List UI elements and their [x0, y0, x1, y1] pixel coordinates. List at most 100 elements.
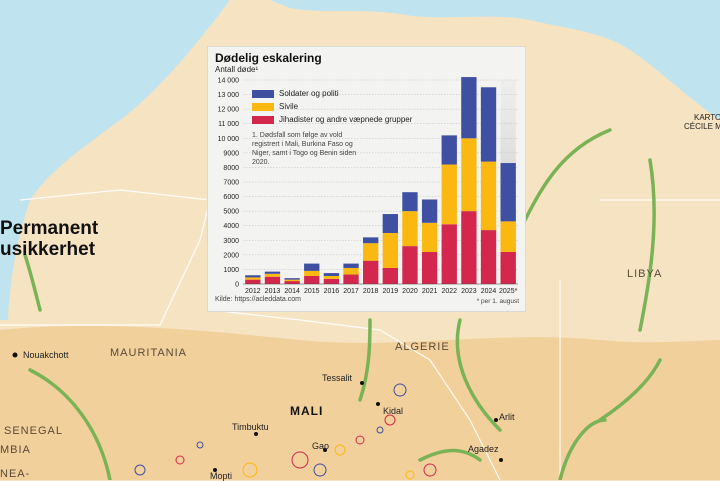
chart-panel: Dødelig eskalering Antall døde¹ 0 1000 200…	[207, 46, 526, 312]
legend-item-jihadister: Jihadister og andre væpnede grupper	[252, 115, 412, 124]
city-timbuktu: Timbuktu	[232, 422, 269, 432]
bar-segment	[382, 267, 398, 284]
x-tick-label: 2022	[441, 288, 457, 295]
bar-segment	[441, 164, 457, 225]
bar-segment	[284, 278, 300, 280]
country-label-senegal: SENEGAL	[4, 425, 63, 437]
bar-segment	[245, 277, 261, 280]
country-label-libya: LIBYA	[627, 268, 663, 280]
bar-segment	[461, 138, 477, 212]
bar-segment	[323, 275, 340, 279]
bar-segment	[480, 161, 497, 231]
bar-segment	[500, 221, 516, 252]
y-tick-label: 1000	[223, 267, 239, 274]
country-label-edge-2: NEA-	[0, 468, 31, 480]
credit-line-2: CÉCILE M	[684, 122, 720, 131]
city-mopti: Mopti	[210, 471, 233, 481]
city-kidal: Kidal	[383, 406, 404, 416]
map-credit: KARTOG CÉCILE M	[684, 113, 720, 131]
x-tick-label: 2015	[304, 288, 320, 295]
x-tick-label: 2019	[383, 288, 399, 295]
country-label-mali: MALI	[290, 404, 324, 418]
x-tick-label: 2025*	[499, 288, 518, 295]
y-tick-label: 7000	[223, 180, 239, 187]
y-tick-label: 9000	[223, 150, 239, 157]
x-tick-label: 2017	[343, 288, 359, 295]
x-tick-label: 2021	[422, 288, 438, 295]
bar-segment	[323, 273, 340, 276]
y-tick-label: 13 000	[218, 92, 240, 99]
city-tessalit: Tessalit	[322, 373, 353, 383]
headline-line-1: Permanent	[0, 218, 99, 239]
country-label-mauritania: MAURITANIA	[110, 347, 188, 359]
x-tick-label: 2012	[245, 288, 261, 295]
legend-item-sivile: Sivile	[252, 102, 298, 111]
map-headline: Permanent usikkerhet	[0, 218, 98, 260]
y-tick-label: 14 000	[218, 78, 240, 85]
bar-segment	[264, 273, 281, 277]
bar-segment	[304, 275, 320, 284]
legend-swatch-jihadister	[252, 115, 274, 124]
bar-segment	[343, 274, 359, 284]
city-agadez: Agadez	[468, 444, 499, 454]
y-tick-label: 6000	[223, 194, 239, 201]
x-tick-label: 2023	[461, 288, 477, 295]
bar-segment	[363, 243, 379, 261]
legend-label-soldater: Soldater og politi	[279, 89, 339, 98]
x-tick-label: 2016	[324, 288, 340, 295]
y-tick-label: 5000	[223, 209, 239, 216]
legend-item-soldater: Soldater og politi	[252, 89, 339, 98]
city-nouakchott: Nouakchott	[23, 350, 69, 360]
y-tick-label: 12 000	[218, 107, 240, 114]
chart-source: Kilde: https://acleddata.com	[215, 296, 301, 303]
bar-segment	[421, 222, 438, 252]
bar-segment	[284, 281, 300, 284]
legend-swatch-soldater	[252, 89, 274, 98]
chart-ylabel: Antall døde¹	[215, 65, 259, 74]
bar-segment	[500, 163, 516, 222]
bar-segment	[363, 260, 379, 284]
city-arlit: Arlit	[499, 412, 515, 422]
city-gao: Gao	[312, 441, 330, 451]
bar-segment	[441, 135, 457, 165]
bar-segment	[304, 263, 320, 271]
atlantic-ocean	[0, 0, 230, 320]
bar-segment	[480, 87, 497, 162]
bar-segment	[343, 263, 359, 268]
y-tick-label: 2000	[223, 252, 239, 259]
legend-swatch-sivile	[252, 102, 274, 111]
y-tick-label: 0	[235, 282, 239, 289]
bar-segment	[363, 237, 379, 244]
x-tick-label: 2013	[265, 288, 281, 295]
bar-segment	[343, 267, 359, 275]
bar-segment	[461, 211, 477, 284]
headline-line-2: usikkerhet	[0, 239, 96, 260]
x-tick-label: 2024	[481, 288, 497, 295]
credit-line-1: KARTOG	[694, 113, 720, 122]
chart-footnote: 1. Dødsfall som følge av vold registrert…	[252, 132, 357, 166]
bar-segment	[245, 275, 261, 278]
bar-segment	[402, 246, 418, 284]
country-label-edge-1: MBIA	[0, 444, 31, 456]
mediterranean-sea	[270, 0, 720, 120]
x-tick-label: 2018	[363, 288, 379, 295]
chart-svg: 0 1000 2000 3000 4000 5000 6000 7000 8000 9000 10 …	[218, 77, 518, 295]
bar-segment	[480, 230, 497, 284]
bar-segment	[382, 233, 398, 268]
bar-segment	[264, 276, 281, 284]
country-label-algerie: ALGERIE	[395, 341, 450, 353]
x-tick-label: 2014	[284, 288, 300, 295]
bar-segment	[382, 214, 398, 233]
bar-segment	[304, 270, 320, 276]
bar-segment	[323, 278, 340, 284]
legend-label-sivile: Sivile	[279, 102, 299, 111]
legend-label-jihadister: Jihadister og andre væpnede grupper	[279, 115, 413, 124]
y-tick-label: 8000	[223, 165, 239, 172]
y-tick-label: 4000	[223, 223, 239, 230]
chart-asof-note: * per 1. august	[476, 298, 519, 305]
bar-segment	[264, 271, 281, 274]
bar-segment	[402, 192, 418, 212]
bar-segment	[441, 224, 457, 284]
bar-segment	[461, 77, 477, 139]
bar-segment	[500, 251, 516, 284]
